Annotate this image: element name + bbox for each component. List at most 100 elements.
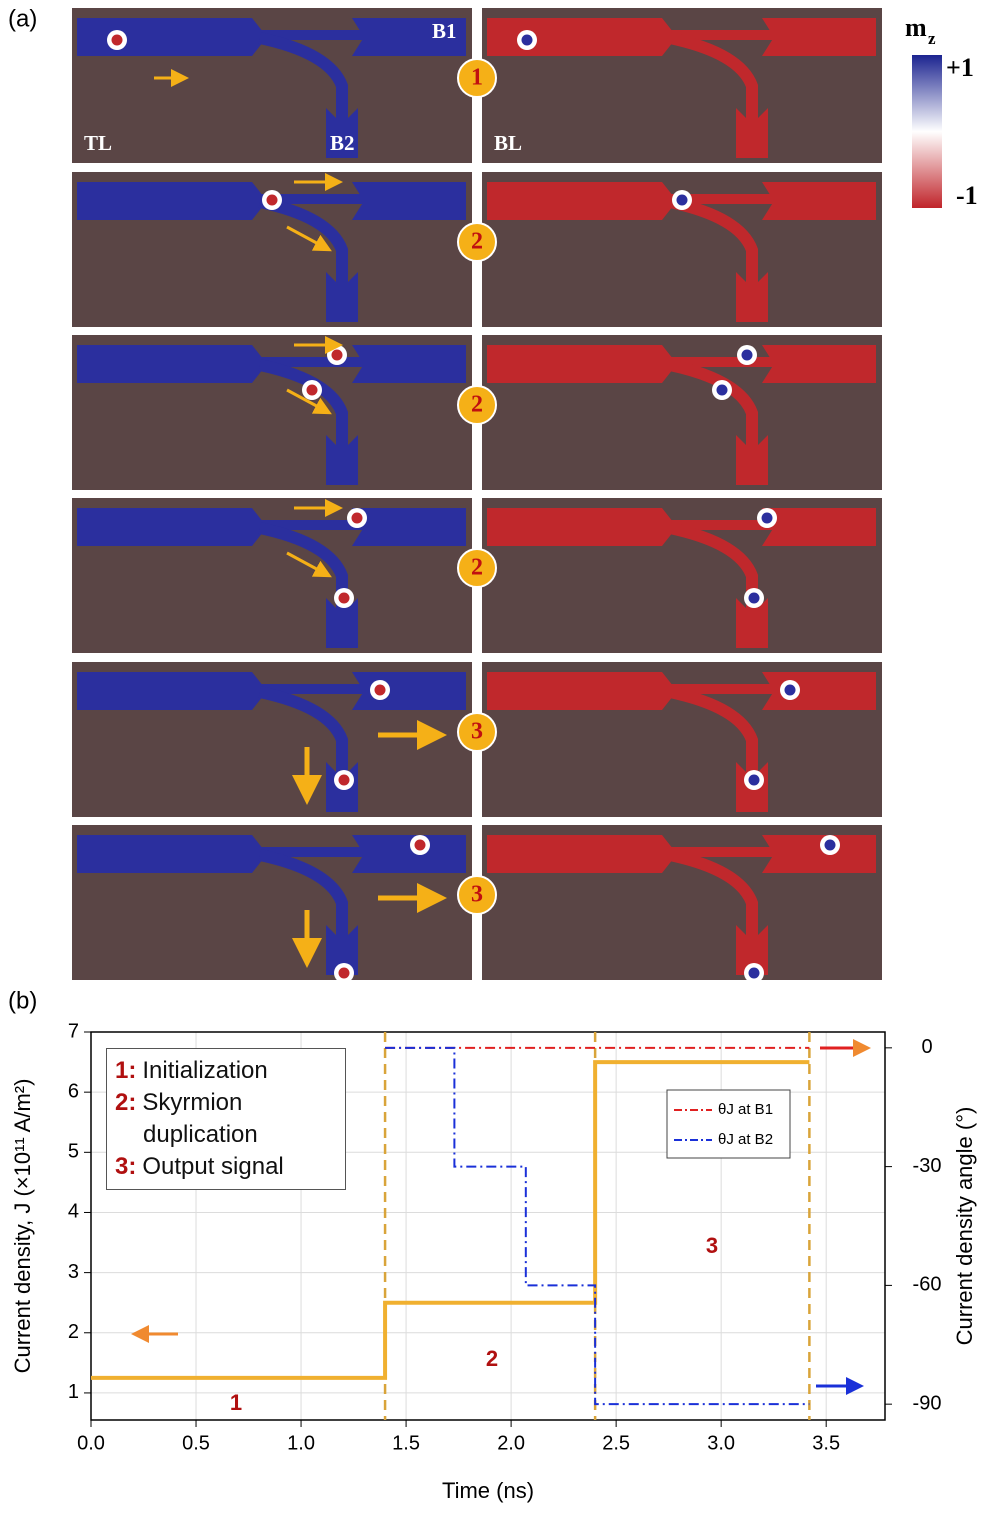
simulation-cell [482,662,882,817]
track [77,18,267,56]
step-number: 3 [471,882,483,908]
step-circle [457,58,497,98]
y-tick-label: 6 [68,1080,79,1102]
panel-label: (b) [8,987,37,1014]
track [252,30,364,40]
track [762,835,876,873]
simulation-cell [72,662,472,817]
step-circle [457,875,497,915]
x-tick-label: 1.0 [287,1432,315,1454]
simulation-cell [482,825,882,983]
track [736,435,768,485]
motion-arrow [286,551,332,578]
track [662,30,774,40]
legend-frame [666,1089,791,1159]
skyrmion-core [351,512,363,524]
terminal-label: B2 [330,131,355,155]
track [762,508,876,546]
track [762,18,876,56]
plot-frame [90,1031,886,1421]
simulation-cell [482,172,882,327]
phase-legend: 1: Initialization 2: Skyrmion duplication 3:… [106,1048,346,1190]
x-tick-label: 2.0 [497,1432,525,1454]
y2-axis-title: Current density angle (°) [952,1107,977,1346]
phase-legend-entry: 3: Output signal [115,1151,337,1183]
track [352,835,466,873]
skyrmion-core [784,684,796,696]
y-tick-label: 2 [68,1321,79,1343]
phase-label: 1 [230,1390,242,1415]
track [487,182,677,220]
phase-text: Output signal [142,1153,284,1180]
legend-label: θJ at B2 [718,1131,773,1148]
skyrmion-core [306,384,318,396]
skyrmion-core [338,592,350,604]
terminal-label: B1 [432,19,457,43]
track [668,32,758,118]
track [668,849,758,935]
y2-tick-label: -30 [913,1155,942,1177]
track [662,847,774,857]
y2-tick-label: -90 [913,1392,942,1414]
phase-legend-entry: 2: Skyrmion duplication [115,1087,337,1151]
series-line [91,1060,810,1380]
colorbar-subscript: z [928,29,936,48]
track [352,345,466,383]
track [252,520,364,530]
skyrmion-core [111,34,123,46]
skyrmion-core [676,194,688,206]
track [258,686,348,772]
step-circle [457,385,497,425]
y-axis-title: Current density, J (×10¹¹ A/m²) [10,1079,35,1374]
step-badge: 3 [457,712,497,752]
x-tick-label: 0.0 [77,1432,105,1454]
phase-key: 3: [115,1153,137,1180]
step-badge: 2 [457,548,497,588]
track [77,835,267,873]
x-tick-label: 2.5 [602,1432,630,1454]
simulation-cell [72,335,472,490]
track [736,108,768,158]
phase-label: 3 [706,1233,718,1258]
phase-key: 2: [115,1089,137,1116]
track [487,18,677,56]
track [487,345,677,383]
skyrmion-core [716,384,728,396]
track [662,357,774,367]
step-badge: 1 [457,58,497,98]
panel-label: (a) [8,5,37,32]
y-tick-label: 1 [68,1381,79,1403]
colorbar-max: +1 [946,53,974,82]
track [326,598,358,648]
phase-text: Initialization [142,1057,268,1084]
track [258,32,348,118]
track [77,182,267,220]
motion-arrow [286,225,332,252]
track [352,672,466,710]
track [352,182,466,220]
track [326,435,358,485]
track [326,272,358,322]
legend-label: θJ at B1 [718,1101,773,1118]
track [668,686,758,772]
simulation-cell [72,172,472,327]
simulation-panels: 1 2 2 2 3 3 TL B1 B2 BL [72,8,882,983]
track [252,357,364,367]
terminal-label: BL [494,131,522,155]
track [326,925,358,975]
simulation-cell [72,825,472,983]
track [736,598,768,648]
colorbar-title: m [905,13,927,42]
skyrmion-core [521,34,533,46]
track [252,684,364,694]
phase-key: 1: [115,1057,137,1084]
phase-text: Skyrmion duplication [142,1089,258,1148]
track [252,194,364,204]
track [662,520,774,530]
track [77,508,267,546]
step-number: 1 [471,65,483,91]
track [326,108,358,158]
simulation-cell [72,498,472,653]
track [662,194,774,204]
